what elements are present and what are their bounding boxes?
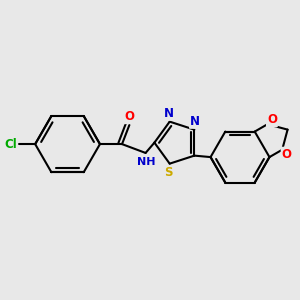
Text: NH: NH — [136, 157, 155, 167]
Text: O: O — [267, 113, 277, 126]
Text: O: O — [282, 148, 292, 160]
Text: Cl: Cl — [4, 138, 17, 151]
Text: O: O — [124, 110, 134, 123]
Text: N: N — [164, 107, 174, 120]
Text: S: S — [164, 166, 172, 179]
Text: N: N — [190, 115, 200, 128]
